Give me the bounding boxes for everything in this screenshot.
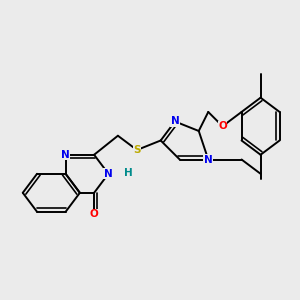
Text: N: N: [171, 116, 179, 127]
Text: N: N: [204, 154, 213, 164]
Text: S: S: [133, 145, 141, 155]
Text: N: N: [104, 169, 113, 179]
Text: H: H: [124, 168, 133, 178]
Text: O: O: [218, 121, 227, 131]
Text: O: O: [90, 209, 98, 219]
Text: N: N: [61, 150, 70, 160]
